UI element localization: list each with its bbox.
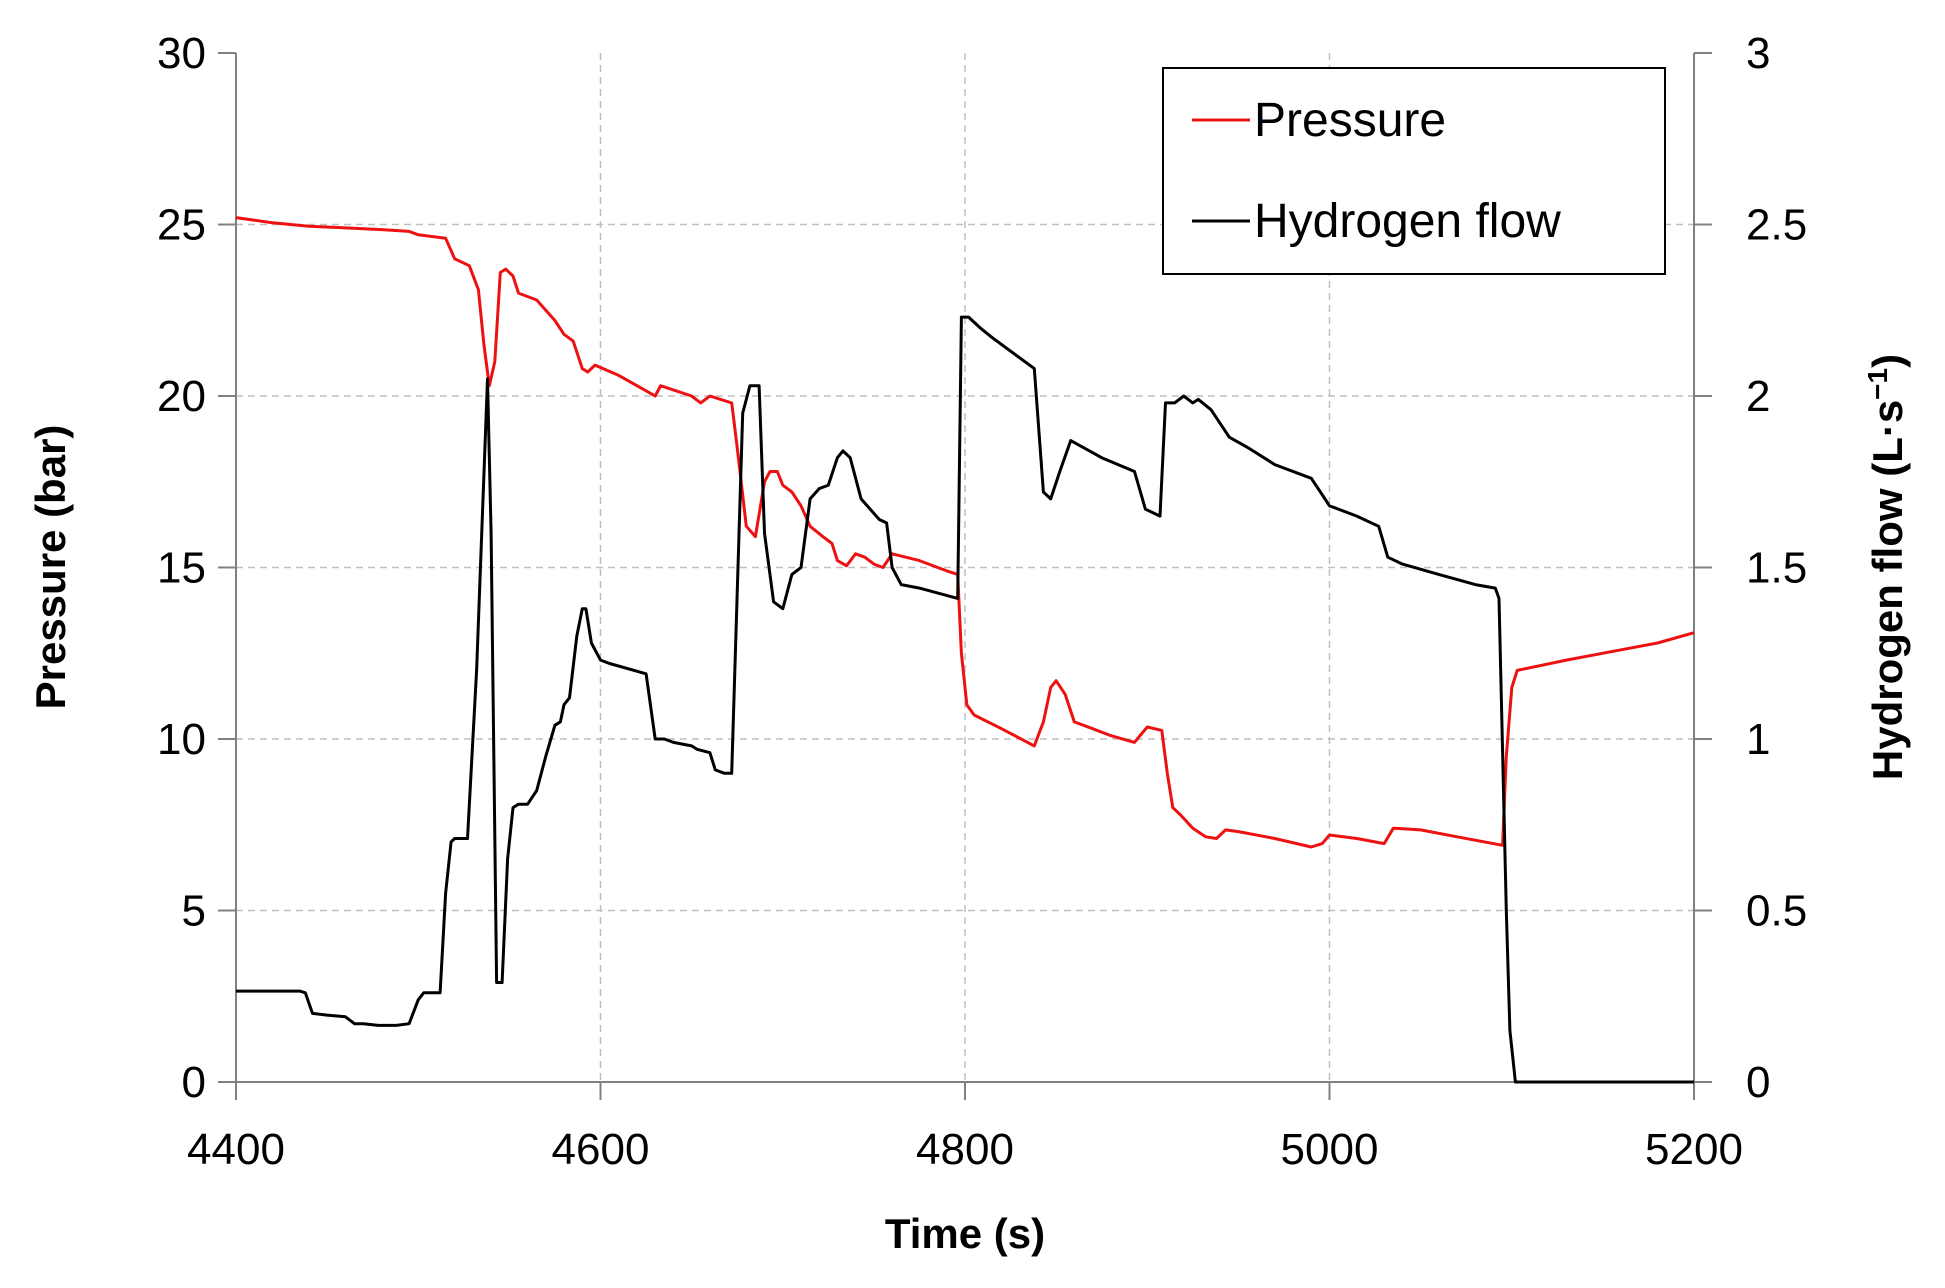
- y2-tick-label: 1: [1746, 715, 1770, 764]
- legend-label-hydrogen-flow: Hydrogen flow: [1254, 195, 1561, 248]
- y-tick-label: 20: [157, 372, 206, 421]
- x-tick-label: 5000: [1281, 1125, 1379, 1174]
- legend: Pressure Hydrogen flow: [1162, 67, 1666, 275]
- y2-tick-label: 1.5: [1746, 544, 1807, 593]
- y2-axis-title: Hydrogen flow (L·s−1): [1862, 354, 1911, 780]
- series-line-pressure: [235, 216, 1695, 849]
- y2-axis-title-superscript: −1: [1862, 368, 1893, 400]
- y2-axis-title-end: ): [1864, 354, 1911, 368]
- y2-tick-label: 0.5: [1746, 887, 1807, 936]
- y2-tick-label: 2.5: [1746, 201, 1807, 250]
- y-tick-label: 25: [157, 201, 206, 250]
- series: [235, 216, 1695, 1084]
- y2-axis-title-main: Hydrogen flow (L·s: [1864, 400, 1911, 780]
- x-axis-title: Time (s): [885, 1210, 1045, 1257]
- x-tick-label: 4400: [187, 1125, 285, 1174]
- y2-tick-label: 2: [1746, 372, 1770, 421]
- y2-tick-label: 0: [1746, 1058, 1770, 1107]
- legend-label-pressure: Pressure: [1254, 94, 1446, 147]
- y-tick-label: 5: [182, 887, 206, 936]
- axes: [218, 52, 1712, 1100]
- series-line-hydrogen-flow: [236, 315, 1694, 1084]
- y-tick-label: 30: [157, 29, 206, 78]
- legend-box: [1162, 67, 1666, 275]
- x-tick-label: 5200: [1645, 1125, 1743, 1174]
- x-tick-label: 4800: [916, 1125, 1014, 1174]
- y-tick-label: 15: [157, 544, 206, 593]
- y-axis-title: Pressure (bar): [27, 425, 74, 710]
- y-tick-label: 10: [157, 715, 206, 764]
- x-tick-label: 4600: [552, 1125, 650, 1174]
- y-tick-label: 0: [182, 1058, 206, 1107]
- y2-tick-label: 3: [1746, 29, 1770, 78]
- tick-labels: 0 5 10 15 20 25 30 0 0.5 1 1.5 2 2.5 3 4400 4600 4800 500…: [157, 29, 1807, 1174]
